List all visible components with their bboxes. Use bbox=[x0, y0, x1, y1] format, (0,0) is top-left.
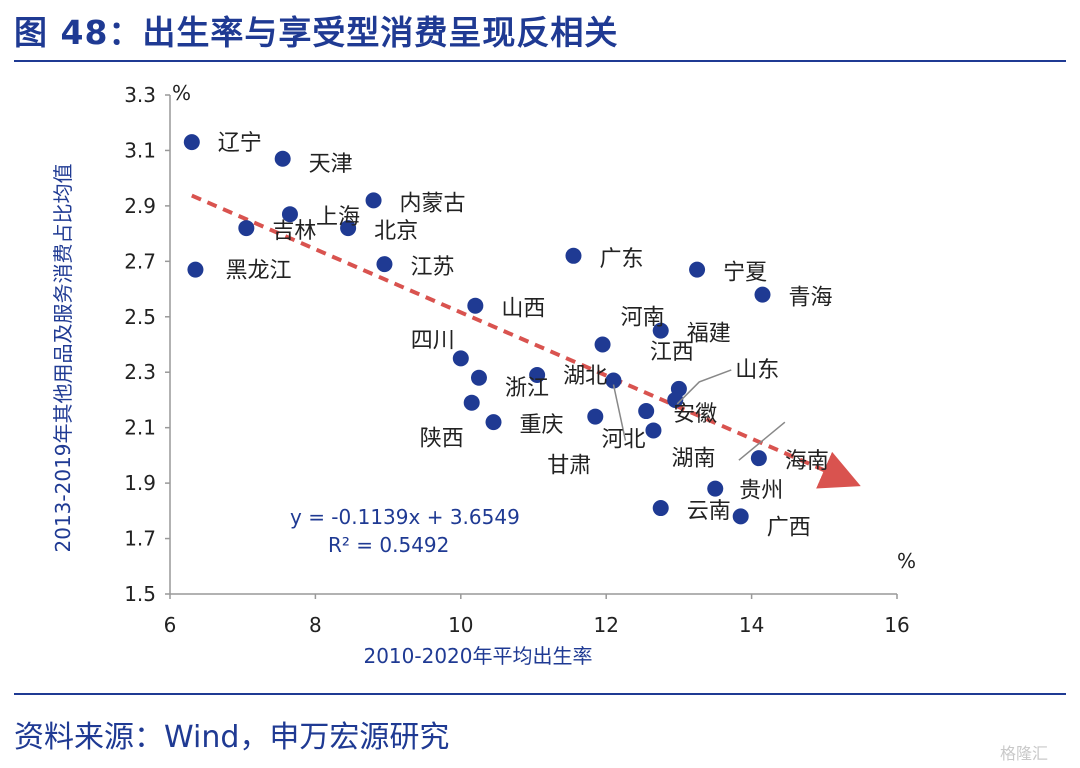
leader-lines bbox=[612, 369, 786, 461]
data-point bbox=[565, 247, 582, 264]
data-point bbox=[463, 394, 480, 411]
data-point bbox=[187, 261, 204, 278]
y-tick-label: 1.9 bbox=[124, 471, 156, 495]
point-label: 山东 bbox=[735, 358, 779, 383]
data-point bbox=[274, 150, 291, 167]
y-tick-label: 2.3 bbox=[124, 360, 156, 384]
data-point bbox=[707, 480, 724, 497]
data-points bbox=[183, 134, 771, 525]
x-tick-label: 14 bbox=[739, 613, 764, 637]
point-label: 贵州 bbox=[739, 479, 783, 504]
data-point bbox=[645, 422, 662, 439]
y-tick-label: 2.9 bbox=[124, 194, 156, 218]
point-label: 天津 bbox=[309, 152, 353, 177]
data-point bbox=[587, 408, 604, 425]
x-tick-label: 10 bbox=[448, 613, 473, 637]
point-label: 甘肃 bbox=[547, 454, 591, 479]
y-tick-label: 2.1 bbox=[124, 416, 156, 440]
point-label: 吉林 bbox=[272, 219, 316, 244]
data-point bbox=[452, 350, 469, 367]
point-label: 河南 bbox=[621, 306, 665, 331]
page-title: 图 48：出生率与享受型消费呈现反相关 bbox=[14, 13, 619, 52]
data-point bbox=[376, 256, 393, 273]
point-label: 云南 bbox=[687, 499, 731, 524]
point-label: 北京 bbox=[374, 219, 418, 244]
watermark: 格隆汇 bbox=[1000, 744, 1049, 763]
point-label: 重庆 bbox=[520, 413, 564, 438]
data-point bbox=[652, 322, 669, 339]
leader-line-shandong bbox=[676, 369, 732, 405]
data-point bbox=[689, 261, 706, 278]
data-point bbox=[605, 372, 622, 389]
data-point bbox=[485, 414, 502, 431]
point-label: 陕西 bbox=[420, 427, 464, 452]
y-tick-label: 3.1 bbox=[124, 138, 156, 162]
data-point bbox=[470, 369, 487, 386]
x-tick-label: 16 bbox=[884, 613, 909, 637]
footer-divider bbox=[14, 693, 1066, 695]
point-label: 河北 bbox=[601, 428, 645, 453]
data-point bbox=[652, 500, 669, 517]
data-point bbox=[529, 366, 546, 383]
data-point bbox=[754, 286, 771, 303]
data-point bbox=[732, 508, 749, 525]
title-divider bbox=[14, 60, 1066, 62]
point-label: 湖南 bbox=[671, 446, 715, 471]
data-point bbox=[365, 192, 382, 209]
x-tick-label: 8 bbox=[309, 613, 322, 637]
point-label: 福建 bbox=[687, 322, 731, 347]
data-point bbox=[467, 297, 484, 314]
point-label: 山西 bbox=[501, 297, 545, 322]
y-tick-label: 2.7 bbox=[124, 249, 156, 273]
point-label: 广东 bbox=[599, 247, 643, 272]
leader-line-hebei bbox=[612, 384, 627, 441]
point-label: 青海 bbox=[789, 286, 833, 311]
data-point bbox=[340, 220, 357, 237]
data-point bbox=[750, 450, 767, 467]
point-label: 宁夏 bbox=[723, 261, 767, 286]
data-point bbox=[281, 206, 298, 223]
x-tick-label: 12 bbox=[593, 613, 618, 637]
data-point bbox=[638, 403, 655, 420]
y-axis-title: 2013-2019年其他用品及服务消费占比均值 bbox=[51, 163, 75, 552]
y-tick-label: 3.3 bbox=[124, 83, 156, 107]
point-label: 湖北 bbox=[563, 364, 607, 389]
leader-line-hainan bbox=[738, 421, 786, 461]
data-point bbox=[183, 134, 200, 151]
point-label: 海南 bbox=[785, 449, 829, 474]
data-point bbox=[667, 391, 684, 408]
y-tick-label: 1.5 bbox=[124, 582, 156, 606]
trendline-r-squared: R² = 0.5492 bbox=[328, 533, 449, 557]
data-point bbox=[594, 336, 611, 353]
trendline-equation: y = -0.1139x + 3.6549 bbox=[290, 505, 520, 529]
point-label: 四川 bbox=[411, 328, 455, 353]
y-tick-label: 1.7 bbox=[124, 527, 156, 551]
point-label: 辽宁 bbox=[218, 131, 262, 156]
point-label: 上海 bbox=[316, 205, 360, 230]
point-label: 黑龙江 bbox=[225, 259, 291, 284]
axes: 1.5 1.7 1.9 2.1 2.3 2.5 2.7 2.9 3.1 3.3 6 8 10 12 14 16 bbox=[124, 83, 910, 637]
point-label: 内蒙古 bbox=[400, 191, 466, 216]
point-label: 江西 bbox=[650, 340, 694, 365]
x-axis-title: 2010-2020年平均出生率 bbox=[363, 644, 592, 668]
point-label: 安徽 bbox=[673, 402, 717, 427]
scatter-chart: 1.5 1.7 1.9 2.1 2.3 2.5 2.7 2.9 3.1 3.3 6 8 10 12 14 16… bbox=[51, 81, 916, 668]
source-note: 资料来源：Wind，申万宏源研究 bbox=[14, 720, 450, 755]
data-point bbox=[238, 220, 255, 237]
x-unit-label: % bbox=[897, 549, 916, 573]
point-label: 广西 bbox=[767, 515, 811, 540]
y-tick-label: 2.5 bbox=[124, 305, 156, 329]
point-label: 浙江 bbox=[505, 376, 549, 401]
point-label: 江苏 bbox=[410, 255, 454, 280]
x-tick-label: 6 bbox=[164, 613, 177, 637]
y-unit-label: % bbox=[172, 81, 191, 105]
